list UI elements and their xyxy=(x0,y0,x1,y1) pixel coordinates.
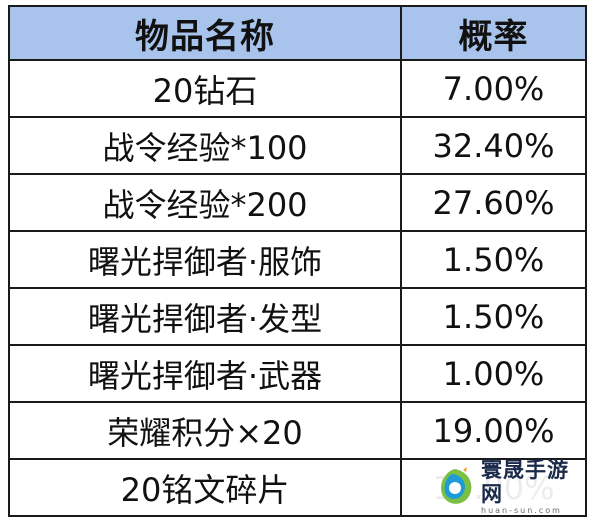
table-row: 战令经验*200 27.60% xyxy=(8,173,587,232)
table-row: 战令经验*100 32.40% xyxy=(8,116,587,175)
probability-cell: 27.60% xyxy=(400,173,587,232)
probability-cell: 1.50% xyxy=(400,287,587,346)
table-row: 20钻石 7.00% xyxy=(8,59,587,118)
header-item-name: 物品名称 xyxy=(8,5,402,61)
watermark-url: huan-sun.com xyxy=(481,506,562,515)
probability-cell: 7.00% xyxy=(400,59,587,118)
probability-cell: 19.00% xyxy=(400,401,587,460)
table-row: 曙光捍御者·武器 1.00% xyxy=(8,344,587,403)
probability-table: 物品名称 概率 20钻石 7.00% 战令经验*100 32.40% 战令经验*… xyxy=(8,5,587,517)
table-row: 荣耀积分×20 19.00% xyxy=(8,401,587,460)
table-row: 曙光捍御者·服饰 1.50% xyxy=(8,230,587,289)
watermark-title: 寰晟手游网 xyxy=(481,458,569,506)
item-name-cell: 战令经验*100 xyxy=(8,116,402,175)
header-row: 物品名称 概率 xyxy=(8,5,587,61)
site-logo-icon xyxy=(441,467,472,504)
item-name-cell: 曙光捍御者·武器 xyxy=(8,344,402,403)
header-probability: 概率 xyxy=(400,5,587,61)
item-name-cell: 20钻石 xyxy=(8,59,402,118)
table-row: 曙光捍御者·发型 1.50% xyxy=(8,287,587,346)
probability-cell: 1.00% xyxy=(400,344,587,403)
item-name-cell: 荣耀积分×20 xyxy=(8,401,402,460)
item-name-cell: 曙光捍御者·发型 xyxy=(8,287,402,346)
probability-cell: 32.40% xyxy=(400,116,587,175)
item-name-cell: 战令经验*200 xyxy=(8,173,402,232)
probability-cell: 1.50% xyxy=(400,230,587,289)
site-watermark: 寰晟手游网 huan-sun.com xyxy=(431,458,583,515)
item-name-cell: 20铭文碎片 xyxy=(8,458,402,517)
item-name-cell: 曙光捍御者·服饰 xyxy=(8,230,402,289)
